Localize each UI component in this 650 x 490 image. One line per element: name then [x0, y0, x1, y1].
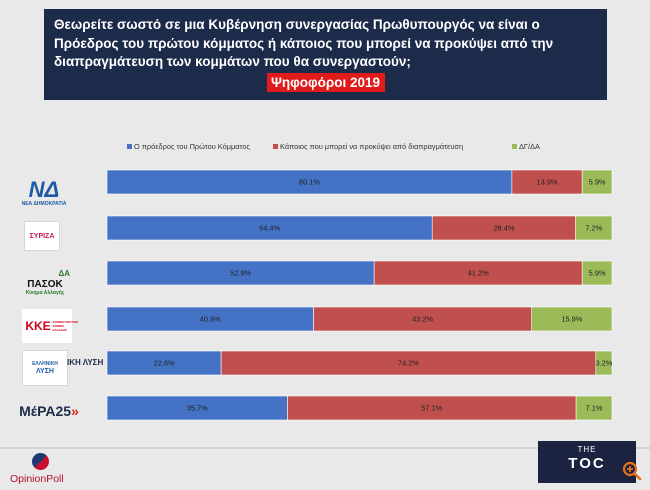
nd-logo-mark: ΝΔ: [28, 176, 60, 202]
syriza-logo-text: ΣΥΡΙΖΑ: [29, 232, 55, 240]
pasok-logo-name: ΠΑΣΟΚ: [27, 279, 63, 290]
thetoc-logo-top: THE: [577, 445, 597, 454]
kke-logo: ΚΚΕ ΚΟΜΜΟΥΝΙΣΤΙΚΟ ΚΟΜΜΑ ΕΛΛΑΔΑΣ: [22, 309, 79, 343]
data-label-συριζα-series-1: 28.4%: [493, 224, 514, 233]
bar-ελληνική-λύση-series-0: [106, 350, 222, 376]
nd-logo: ΝΔ ΝΕΑ ΔΗΜΟΚΡΑΤΙΑ: [20, 176, 68, 210]
data-label-ελληνική-λύση-series-1: 74.2%: [398, 359, 419, 368]
thetoc-logo: THE TOC: [538, 441, 636, 483]
data-label-μέρα25-series-2: 7.1%: [586, 404, 603, 413]
data-label-νέα-δημοκρατία-series-2: 5.9%: [589, 178, 606, 187]
data-label-κκε-series-0: 40.9%: [200, 315, 221, 324]
bar-νέα-δημοκρατία-series-2: [581, 169, 613, 195]
question-line-1: Θεωρείτε σωστό σε μια Κυβέρνηση συνεργασ…: [54, 17, 540, 32]
elliniki-lysi-logo: ΕΛΛΗΝΙΚΗ ΛΥΣΗ: [22, 350, 68, 386]
bar-μέρα25-series-0: [106, 395, 288, 421]
thetoc-logo-main: TOC: [568, 455, 606, 472]
data-label-συριζα-series-2: 7.2%: [585, 224, 602, 233]
mera25-logo: ΜέΡΑ25 »: [19, 394, 79, 428]
question-line-3: διαπραγμάτευση των κομμάτων που θα συνερ…: [54, 54, 411, 69]
bar-συριζα-series-1: [431, 215, 576, 241]
bar-μέρα25-series-2: [575, 395, 613, 421]
subtitle: Ψηφοφόροι 2019: [266, 72, 385, 92]
legend-label-0: Ο πρόεδρος του Πρώτου Κόμματος: [134, 142, 250, 151]
data-label-νέα-δημοκρατία-series-0: 80.1%: [299, 178, 320, 187]
bar-συριζα-series-2: [575, 215, 613, 241]
data-label-πασοκ-series-1: 41.2%: [468, 269, 489, 278]
pasok-logo-caption: Κίνημα Αλλαγής: [25, 290, 65, 296]
bar-συριζα-series-0: [106, 215, 433, 241]
kke-logo-side: ΚΟΜΜΟΥΝΙΣΤΙΚΟ ΚΟΜΜΑ ΕΛΛΑΔΑΣ: [52, 320, 79, 332]
bar-πασοκ-series-1: [373, 260, 583, 286]
pasok-logo: ΔΑ ΠΑΣΟΚ Κίνημα Αλλαγής: [20, 265, 70, 301]
data-label-κκε-series-1: 43.2%: [412, 315, 433, 324]
zoom-in-icon[interactable]: [622, 461, 642, 481]
bar-νέα-δημοκρατία-series-0: [106, 169, 513, 195]
bar-πασοκ-series-2: [581, 260, 613, 286]
data-label-ελληνική-λύση-series-2: 3.2%: [595, 359, 612, 368]
stacked-bar-chart: Ο πρόεδρος του Πρώτου Κόμματος Κάποιος πο…: [106, 142, 613, 421]
nd-logo-caption: ΝΕΑ ΔΗΜΟΚΡΑΤΙΑ: [21, 200, 67, 207]
elliniki-lysi-logo-bottom: ΛΥΣΗ: [36, 367, 54, 375]
bar-μέρα25-series-1: [287, 395, 577, 421]
footer-rule: [0, 447, 650, 449]
elliniki-lysi-overlap-text: ΙΚΗ ΛΥΣΗ: [67, 357, 104, 367]
kke-logo-text: ΚΚΕ: [25, 319, 51, 333]
data-label-κκε-series-2: 15.9%: [561, 315, 582, 324]
opinionpoll-brand-text: OpinionPoll: [10, 473, 64, 485]
legend-swatch-1: [273, 144, 278, 149]
bar-ελληνική-λύση-series-2: [595, 350, 613, 376]
data-label-μέρα25-series-1: 57.1%: [421, 404, 442, 413]
title-box: Θεωρείτε σωστό σε μια Κυβέρνηση συνεργασ…: [44, 9, 607, 100]
elliniki-lysi-logo-top: ΕΛΛΗΝΙΚΗ: [32, 360, 58, 367]
legend-label-1: Κάποιος που μπορεί να προκύψει από διαπρ…: [280, 142, 463, 151]
bar-νέα-δημοκρατία-series-1: [511, 169, 583, 195]
question-line-2: Πρόεδρος του πρώτου κόμματος ή κάποιος π…: [54, 35, 554, 51]
bar-κκε-series-1: [313, 306, 533, 332]
data-label-ελληνική-λύση-series-0: 22.6%: [154, 359, 175, 368]
data-label-νέα-δημοκρατία-series-1: 13.9%: [537, 178, 558, 187]
mera25-logo-mark: »: [71, 403, 79, 419]
syriza-logo: ΣΥΡΙΖΑ: [24, 221, 60, 251]
opinionpoll-logo-icon: [32, 453, 49, 470]
data-label-μέρα25-series-0: 35.7%: [187, 404, 208, 413]
legend-swatch-0: [127, 144, 132, 149]
pasok-logo-mark: ΔΑ: [58, 269, 70, 278]
legend-swatch-2: [512, 144, 517, 149]
legend-label-2: ΔΓ/ΔΑ: [519, 142, 540, 151]
data-label-συριζα-series-0: 64.4%: [259, 224, 280, 233]
bar-ελληνική-λύση-series-1: [220, 350, 597, 376]
opinionpoll-logo: OpinionPoll: [10, 453, 120, 487]
bar-κκε-series-2: [531, 306, 613, 332]
mera25-logo-text: ΜέΡΑ25: [19, 403, 72, 419]
data-label-πασοκ-series-0: 52.9%: [230, 269, 251, 278]
data-label-πασοκ-series-2: 5.9%: [589, 269, 606, 278]
bar-κκε-series-0: [106, 306, 314, 332]
